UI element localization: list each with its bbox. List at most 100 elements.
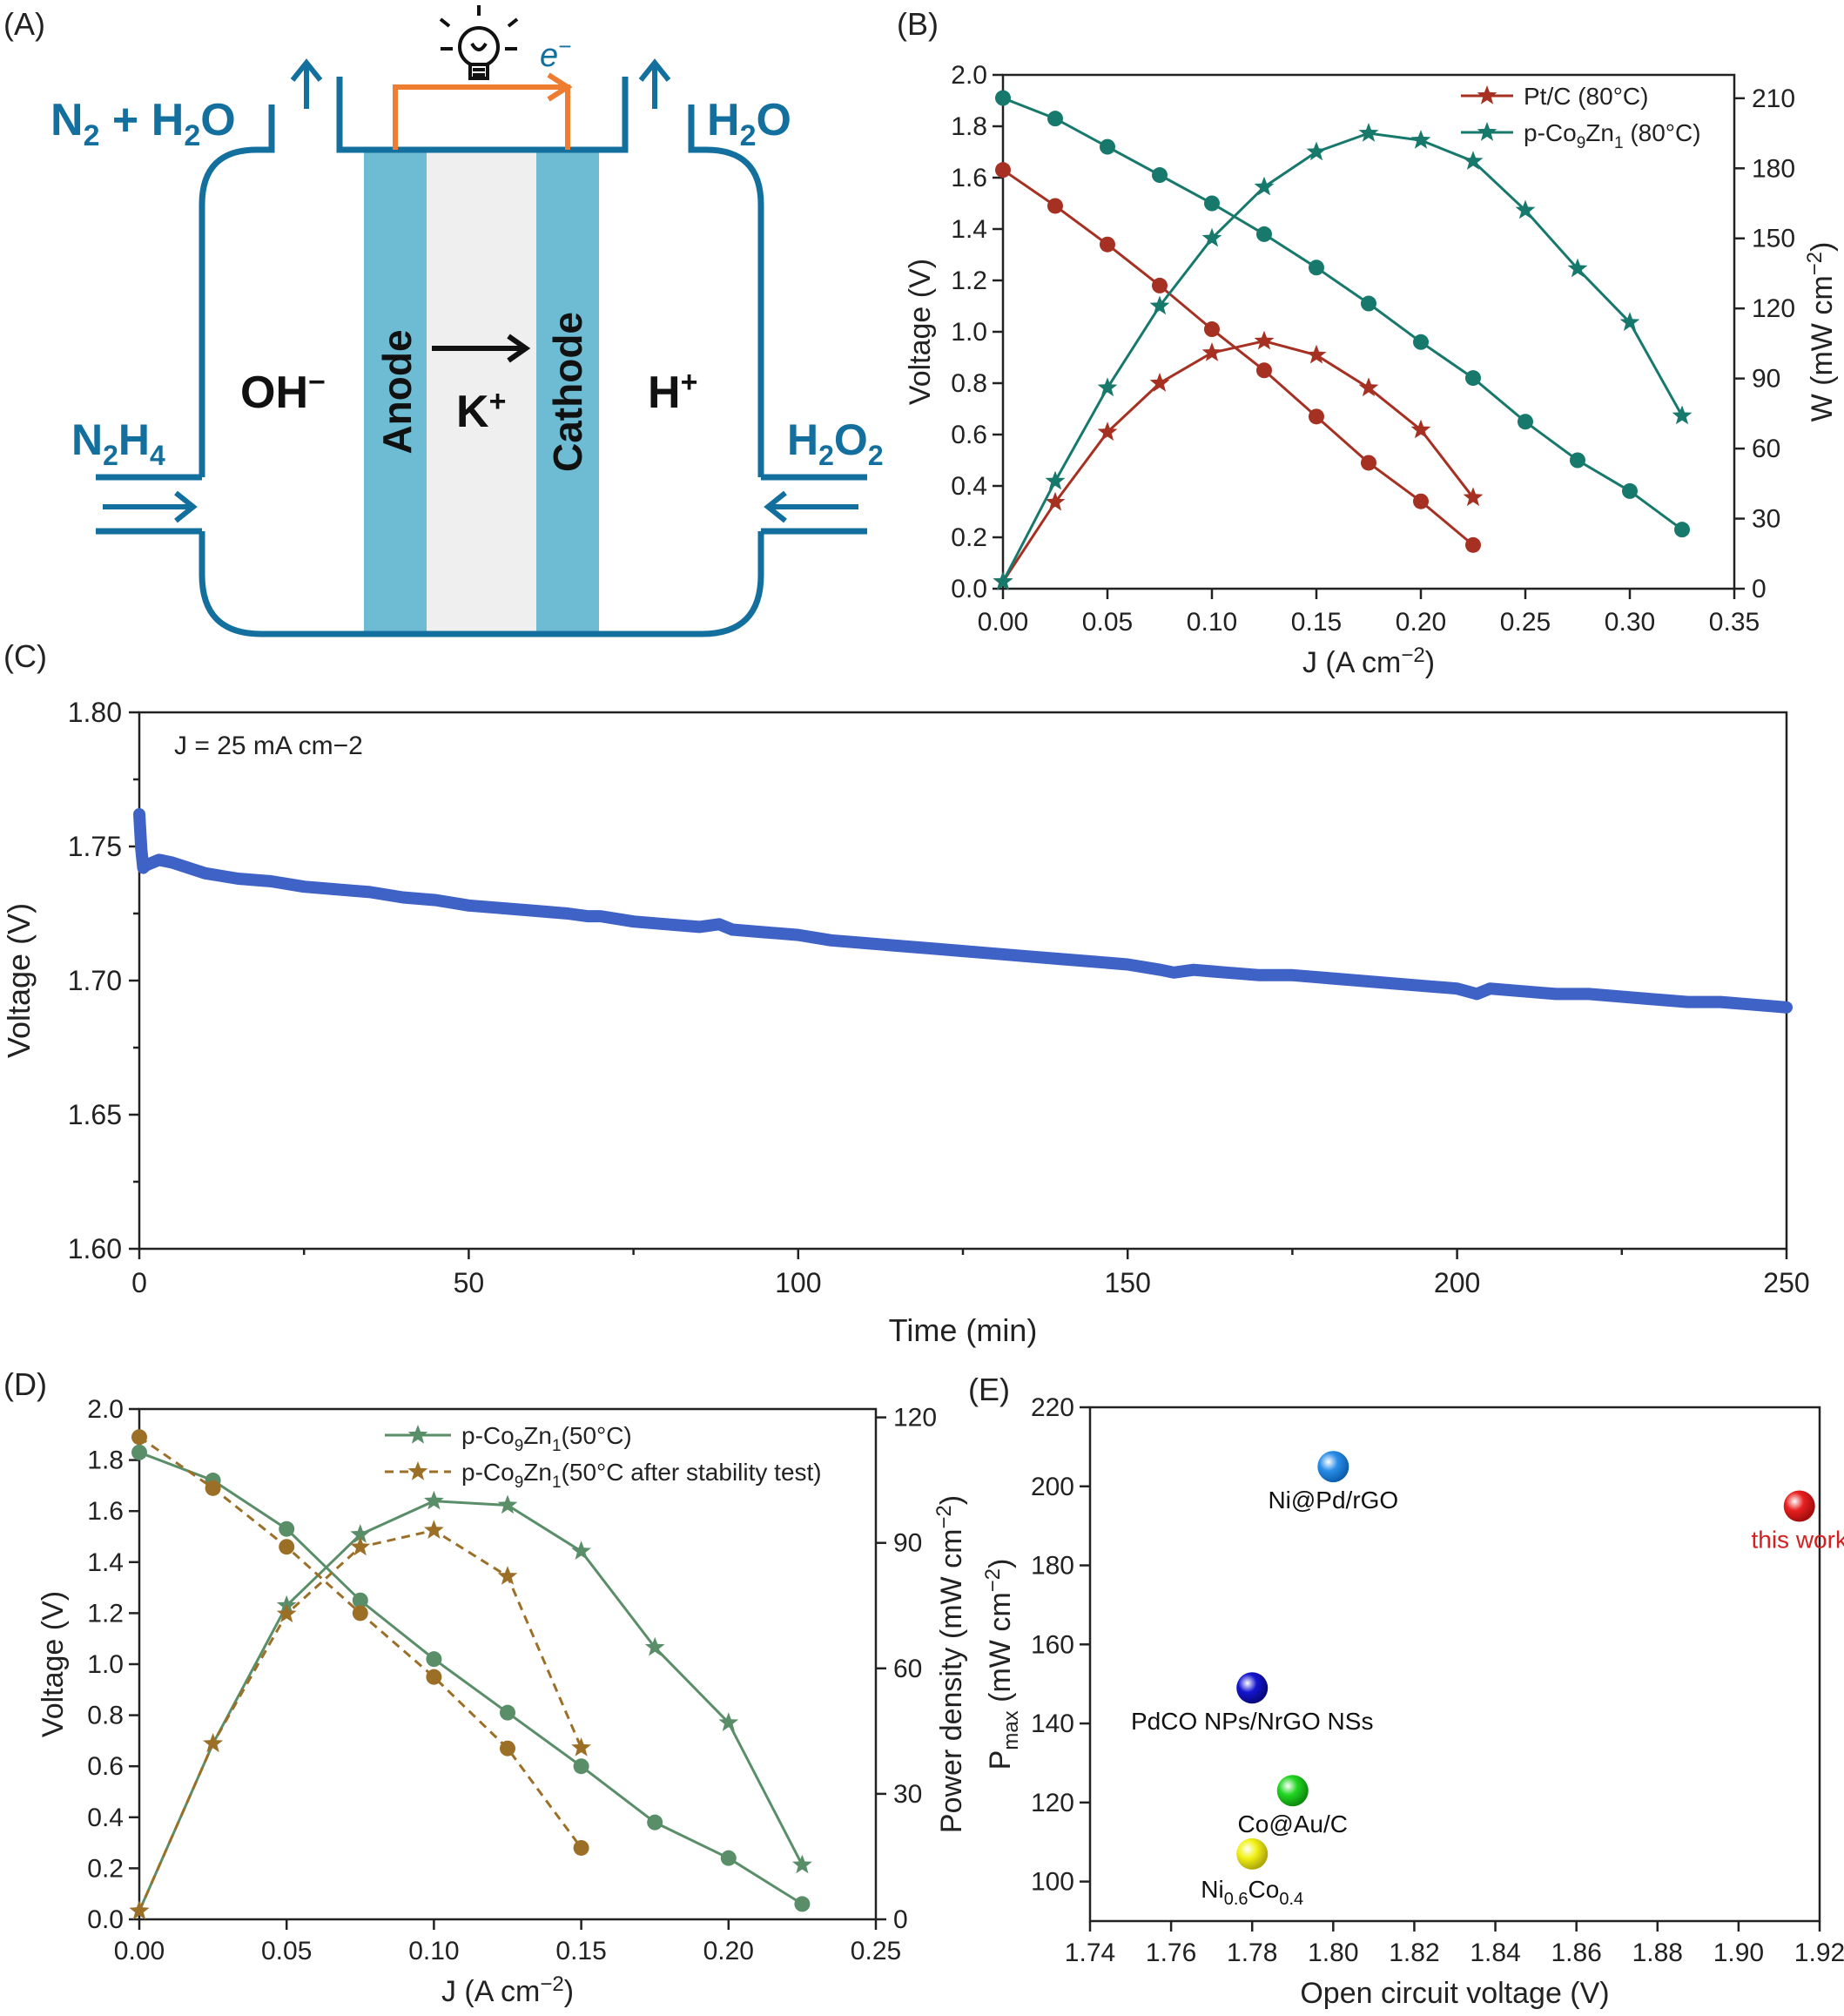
flow-arrows [103,58,858,523]
chart-c-series-line [133,808,1793,1014]
chart-b-data-point [1358,123,1379,142]
chart-e-x-tick-label: 1.88 [1632,1938,1683,1967]
chart-d-data-point [571,1737,591,1756]
chart-b-data-point [1097,421,1118,441]
chart-e-x-tick-label: 1.80 [1308,1938,1358,1967]
chart-e-x-tick-label: 1.82 [1389,1938,1439,1967]
chart-d-y2-tick-label: 90 [893,1529,922,1558]
chart-e-x-tick-label: 1.74 [1065,1938,1115,1967]
chart-b-data-point [1463,151,1484,170]
inlet-right-label: H2O2 [787,415,884,471]
light-bulb-icon [439,5,519,80]
chart-c-x-tick-label: 0 [131,1267,147,1298]
chart-d-y-tick-label: 1.2 [87,1599,124,1628]
chart-e-data-point [1276,1775,1309,1807]
chart-b-data-point [1413,334,1429,350]
chart-c-stability: 0 50 100 150 200 250 1.60 1.65 1.70 1.75 1.80 Time … [1,697,1810,1348]
chart-b-x-tick-label: 0.10 [1187,608,1237,637]
chart-d-data-point [571,1541,591,1560]
chart-b-data-point [1204,195,1220,212]
chart-b-data-point [1465,370,1481,387]
chart-b-data-point [1254,176,1275,196]
chart-b-data-point [1047,111,1063,127]
chart-b-y2-tick-label: 30 [1752,505,1780,534]
chart-b-data-point [1152,277,1168,293]
chart-b-data-point [993,571,1013,590]
chart-b-y2-tick-label: 150 [1752,225,1795,253]
chart-b-data-point [1463,487,1484,507]
chart-e-x-tick-label: 1.78 [1227,1938,1277,1967]
cathode-label: Cathode [545,312,590,472]
chart-b-data-point [1567,258,1588,278]
chart-b-y-tick-label: 0.2 [951,523,987,552]
chart-d-polarization-50c: 0.00 0.05 0.10 0.15 0.20 0.25 0.0 0.2 0.4 0.6 0.8 1… [37,1395,968,2008]
chart-b-data-point [1619,312,1640,331]
chart-d-data-point [720,1850,737,1866]
chart-b-series-line-2 [1002,97,1683,531]
chart-c-y-tick-label: 1.60 [68,1233,122,1264]
chart-b-data-point [1410,419,1431,439]
chart-d-y-tick-label: 1.6 [87,1497,124,1526]
chart-e-x-tick-label: 1.86 [1551,1938,1601,1967]
chart-d-y-tick-label: 1.0 [87,1650,124,1679]
cell-schematic: e− N2 + H2O H2O N2H4 H2O2 OH− H+ K+ Anod… [50,5,884,637]
chart-d-y2-tick-label: 0 [893,1905,908,1934]
ion-transport-arrow [432,334,531,363]
chart-b-data-point [1204,321,1220,338]
chart-e-data-point [1236,1672,1269,1704]
panel-label-b: (B) [897,6,939,42]
chart-d-data-point [352,1592,368,1608]
inlet-left-label: N2H4 [71,415,165,471]
chart-d-data-point [424,1490,444,1510]
chart-c-x-tick-label: 150 [1105,1267,1151,1298]
chart-e-point-label: Ni0.6Co0.4 [1201,1876,1303,1909]
chart-c-x-tick-label: 200 [1434,1267,1480,1298]
outlet-left-label: N2 + H2O [50,95,236,152]
chart-d-data-point [794,1896,811,1912]
chart-d-data-point [131,1429,147,1446]
chart-d-y2-axis-label: Power density (mW cm−2) [932,1495,968,1833]
chart-b-x-tick-label: 0.15 [1291,608,1342,637]
chart-b-y-tick-label: 1.4 [951,215,987,244]
chart-d-x-tick-label: 0.15 [555,1937,606,1965]
chart-b-data-point [1674,522,1690,538]
chart-e-x-axis-label: Open circuit voltage (V) [1300,1977,1609,2010]
chart-d-data-point [644,1636,665,1656]
chart-b-data-point [1254,330,1275,350]
chart-d-x-tick-label: 0.10 [408,1937,459,1965]
chart-c-y-axis-label: Voltage (V) [1,903,37,1058]
chart-b-y2-tick-label: 180 [1752,154,1795,183]
chart-b-data-point [1515,199,1536,219]
chart-b-legend-marker [1477,122,1497,141]
chart-b-data-point [995,90,1011,106]
chart-b-data-point [1309,408,1324,425]
chart-b-x-axis-label: J (A cm−2) [1302,644,1435,679]
chart-b-y2-tick-label: 90 [1752,365,1780,394]
chart-b-x-tick-label: 0.20 [1396,608,1446,637]
chart-b-data-point [1045,470,1066,490]
chart-b-legend-label: Pt/C (80°C) [1524,83,1648,110]
chart-d-x-tick-label: 0.20 [703,1937,754,1965]
chart-b-series-line-1 [1001,340,1475,583]
chart-b-data-point [1149,295,1170,315]
chart-b-data-point [1306,344,1327,364]
panel-label-c: (C) [3,638,47,674]
cathode-electrode [536,150,599,634]
chart-e-x-tick-label: 1.92 [1794,1938,1844,1967]
chart-e-plot-frame [1088,1406,1821,1923]
chart-b-data-point [1201,342,1222,361]
chart-b-legend-marker [1477,85,1497,105]
chart-b-x-tick-label: 0.30 [1605,608,1655,637]
chart-d-y2-tick-label: 120 [893,1404,937,1433]
chart-d-data-point [573,1839,589,1856]
chart-b-data-point [1465,536,1481,553]
external-circuit-wire [393,72,573,150]
chart-e-y-tick-label: 160 [1031,1630,1074,1659]
membrane [427,150,536,634]
chart-b-data-point [1201,227,1222,247]
chart-b-data-point [1306,141,1327,161]
chart-d-data-point [792,1854,812,1874]
membrane-ion-label: K+ [456,385,506,437]
chart-e-y-tick-label: 120 [1031,1789,1074,1817]
chart-d-series-line-3 [138,1528,582,1912]
